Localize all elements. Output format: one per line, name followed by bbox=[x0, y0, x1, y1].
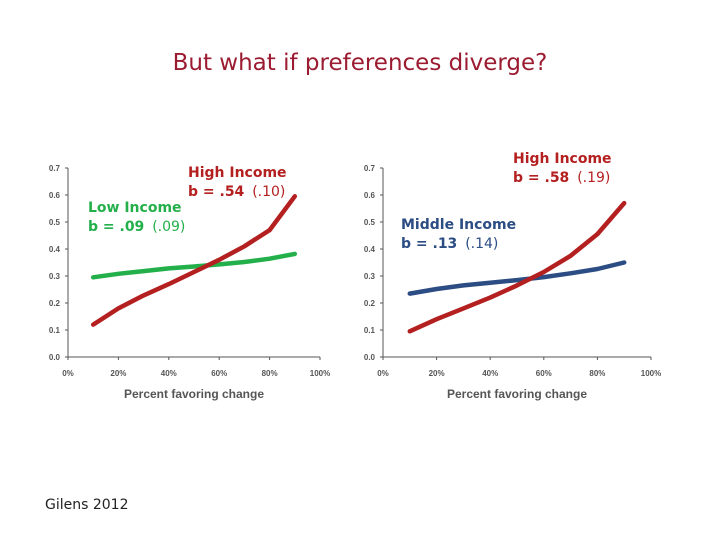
series-line-middle-income bbox=[407, 260, 627, 296]
annotation-label: High Income bbox=[188, 165, 287, 181]
x-tick-label: 60% bbox=[211, 369, 227, 378]
series-line-high-income bbox=[407, 200, 627, 334]
annotation-coefficient: b = .09 bbox=[88, 219, 144, 235]
annotation-std-error: (.09) bbox=[152, 219, 185, 235]
x-tick-label: 20% bbox=[110, 369, 126, 378]
x-tick-label: 0% bbox=[377, 369, 389, 378]
y-tick-label: 0.0 bbox=[364, 353, 376, 362]
x-tick-label: 80% bbox=[262, 369, 278, 378]
y-tick-label: 0.3 bbox=[49, 272, 61, 281]
y-tick-label: 0.2 bbox=[49, 299, 61, 308]
y-tick-label: 0.5 bbox=[364, 218, 376, 227]
annotation-coefficient: b = .13 bbox=[401, 236, 457, 252]
y-tick-label: 0.1 bbox=[49, 326, 61, 335]
y-tick-label: 0.5 bbox=[49, 218, 61, 227]
citation: Gilens 2012 bbox=[45, 497, 129, 513]
y-tick-label: 0.6 bbox=[49, 191, 61, 200]
y-tick-label: 0.2 bbox=[364, 299, 376, 308]
slide-title: But what if preferences diverge? bbox=[172, 50, 548, 76]
x-tick-label: 60% bbox=[536, 369, 552, 378]
annotation-std-error: (.14) bbox=[465, 236, 498, 252]
x-tick-label: 20% bbox=[429, 369, 445, 378]
x-tick-label: 0% bbox=[62, 369, 74, 378]
annotation-std-error: (.10) bbox=[252, 184, 285, 200]
annotation-high-income: High Income b = .58 (.19) bbox=[513, 151, 612, 186]
x-tick-label: 80% bbox=[589, 369, 605, 378]
annotation-coefficient: b = .54 bbox=[188, 184, 245, 200]
annotation-std-error: (.19) bbox=[577, 170, 610, 186]
y-tick-label: 0.1 bbox=[364, 326, 376, 335]
x-axis-title: Percent favoring change bbox=[124, 387, 264, 401]
chart-high-vs-middle-income: 0.0 0.1 0.2 0.3 0.4 0.5 0.6 0.7 0% 20% 40% 60% 80% 10… bbox=[364, 151, 661, 401]
y-tick-label: 0.6 bbox=[364, 191, 376, 200]
annotation-middle-income: Middle Income b = .13 (.14) bbox=[401, 217, 516, 252]
annotation-label: Middle Income bbox=[401, 217, 516, 233]
y-tick-label: 0.7 bbox=[49, 164, 61, 173]
annotation-coefficient: b = .58 bbox=[513, 170, 569, 186]
x-tick-label: 100% bbox=[641, 369, 661, 378]
series-line-high-income bbox=[90, 194, 298, 327]
y-tick-label: 0.7 bbox=[364, 164, 376, 173]
x-tick-label: 40% bbox=[161, 369, 177, 378]
y-tick-label: 0.4 bbox=[364, 245, 376, 254]
series-line-low-income bbox=[90, 251, 298, 280]
x-tick-label: 100% bbox=[310, 369, 330, 378]
annotation-high-income: High Income b = .54 (.10) bbox=[188, 165, 287, 200]
annotation-low-income: Low Income b = .09 (.09) bbox=[88, 200, 185, 235]
x-tick-label: 40% bbox=[482, 369, 498, 378]
y-tick-label: 0.3 bbox=[364, 272, 376, 281]
annotation-label: High Income bbox=[513, 151, 612, 167]
chart-high-vs-low-income: 0.0 0.1 0.2 0.3 0.4 0.5 0.6 0.7 0% 20% 40% 60% 80% 10… bbox=[49, 164, 330, 401]
y-tick-label: 0.0 bbox=[49, 353, 61, 362]
y-tick-label: 0.4 bbox=[49, 245, 61, 254]
annotation-label: Low Income bbox=[88, 200, 182, 216]
x-axis-title: Percent favoring change bbox=[447, 387, 587, 401]
